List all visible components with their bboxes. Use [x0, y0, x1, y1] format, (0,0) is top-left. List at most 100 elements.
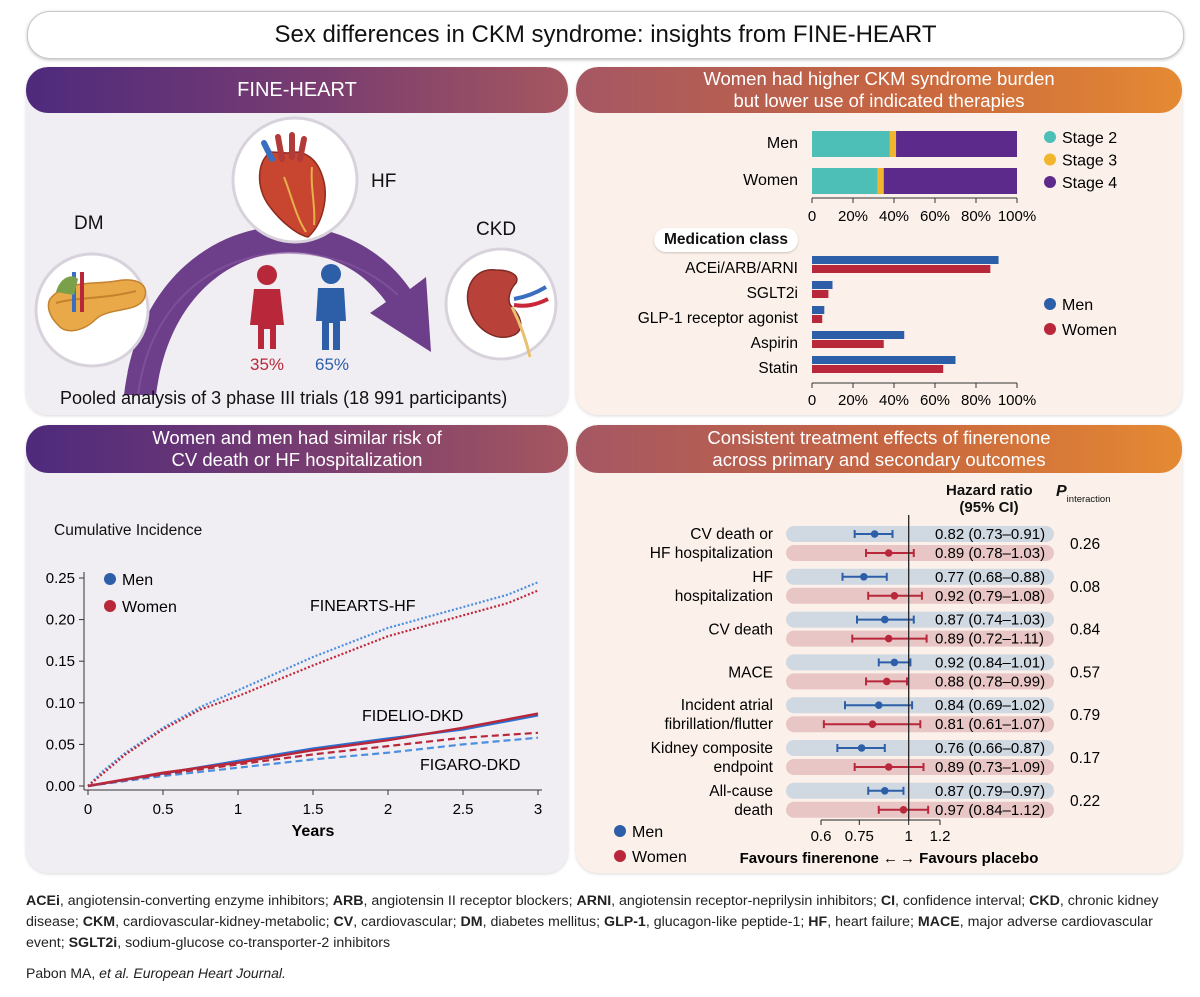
- forest-men-band: [786, 568, 1054, 585]
- forest-hr-text: 0.87 (0.74–1.03): [935, 612, 1045, 629]
- km-legend-marker: [104, 600, 116, 612]
- stage-chart: Men Women 0 20% 40% 60% 80% 100% Stage 2 Stage 3 S…: [638, 130, 1118, 409]
- med-bar: [812, 281, 833, 289]
- med-bar: [812, 340, 884, 348]
- forest-outcome-label: Incident atrial: [681, 697, 773, 714]
- forest-hr-text: 0.92 (0.79–1.08): [935, 588, 1045, 605]
- stage-bar-segment: [877, 168, 884, 194]
- dm-label: DM: [74, 213, 104, 234]
- man-icon: [316, 264, 346, 350]
- forest-x-tick-label: 0.75: [845, 828, 874, 845]
- footnote-abbr: ACEi: [26, 893, 60, 909]
- footnote-definition: , angiotensin receptor-neprilysin inhibi…: [611, 893, 881, 909]
- p-interaction-header: Pinteraction: [1056, 483, 1111, 505]
- med-x-tick-label: 40%: [879, 392, 909, 409]
- forest-legend-marker: [614, 825, 626, 837]
- panel-forest-header-line1: Consistent treatment effects of finereno…: [707, 427, 1051, 448]
- forest-legend-label: Women: [632, 849, 687, 866]
- forest-point: [890, 658, 899, 667]
- forest-hr-text: 0.89 (0.78–1.03): [935, 545, 1045, 562]
- footnote-abbr: CKD: [1029, 893, 1060, 909]
- citation-journal: et al. European Heart Journal.: [99, 965, 286, 981]
- stage-bar-segment: [812, 131, 890, 157]
- med-legend-label: Women: [1062, 322, 1117, 339]
- forest-hr-text: 0.97 (0.84–1.12): [935, 802, 1045, 819]
- forest-outcome-label: All-cause: [709, 783, 773, 800]
- med-category-label: SGLT2i: [747, 285, 798, 302]
- forest-legend-label: Men: [632, 824, 663, 841]
- hf-label: HF: [371, 171, 397, 192]
- km-x-tick-label: 1.5: [303, 801, 324, 818]
- footnote-abbr: GLP-1: [604, 914, 646, 930]
- pooled-caption: Pooled analysis of 3 phase III trials (1…: [60, 388, 508, 408]
- km-x-label: Years: [292, 823, 335, 840]
- med-category-label: Aspirin: [751, 335, 798, 352]
- km-y-tick-label: 0.05: [46, 736, 75, 753]
- forest-point: [857, 744, 866, 752]
- forest-men-band: [786, 782, 1054, 799]
- km-x-tick-label: 3: [534, 801, 542, 818]
- km-y-tick-label: 0.10: [46, 695, 75, 712]
- forest-hr-text: 0.82 (0.73–0.91): [935, 526, 1045, 543]
- panel-burden-header: Women had higher CKM syndrome burden but…: [576, 67, 1182, 113]
- km-series-line: [87, 589, 539, 787]
- stage-x-tick-label: 20%: [838, 208, 868, 225]
- panel-km: Women and men had similar risk of CV dea…: [26, 425, 568, 873]
- pancreas-icon: [34, 252, 150, 368]
- forest-p-value: 0.17: [1070, 750, 1100, 767]
- med-category-label: GLP-1 receptor agonist: [638, 310, 799, 327]
- forest-outcome-label: HF: [752, 569, 773, 586]
- forest-hr-text: 0.84 (0.69–1.02): [935, 697, 1045, 714]
- panel-forest-header: Consistent treatment effects of finereno…: [576, 425, 1182, 473]
- footnote-abbr: HF: [808, 914, 828, 930]
- forest-x-tick-label: 1.2: [930, 828, 951, 845]
- hr-column-header-line2: (95% CI): [959, 499, 1019, 516]
- forest-legend-marker: [614, 850, 626, 862]
- med-bar: [812, 331, 905, 339]
- forest-p-value: 0.57: [1070, 664, 1100, 681]
- forest-men-band: [786, 526, 1054, 542]
- kidney-icon: [444, 247, 558, 361]
- forest-hr-text: 0.87 (0.79–0.97): [935, 783, 1045, 800]
- fine-heart-diagram: [34, 116, 558, 396]
- stage-legend-marker: [1044, 131, 1056, 143]
- med-category-label: Statin: [758, 360, 798, 377]
- stage-legend-marker: [1044, 176, 1056, 188]
- km-x-tick-label: 0: [84, 801, 92, 818]
- forest-x-tick-label: 1: [905, 828, 913, 845]
- panel-forest-header-line2: across primary and secondary outcomes: [712, 449, 1046, 470]
- stage-bar-segment: [883, 168, 1017, 194]
- panel-fine-heart-header: FINE-HEART: [26, 67, 568, 113]
- footnote-definition: , angiotensin II receptor blockers;: [363, 893, 577, 909]
- citation: Pabon MA, et al. European Heart Journal.: [26, 965, 286, 981]
- stage-legend-label: Stage 4: [1062, 175, 1117, 192]
- medication-class-title: Medication class: [654, 228, 799, 252]
- forest-outcome-label: CV death: [708, 622, 773, 639]
- med-bar: [812, 290, 829, 298]
- km-y-tick-label: 0.15: [46, 653, 75, 670]
- panel-km-header-line1: Women and men had similar risk of: [152, 427, 442, 448]
- women-percent: 35%: [250, 355, 285, 374]
- forest-hr-text: 0.89 (0.73–1.09): [935, 759, 1045, 776]
- p-interaction-letter: P: [1056, 483, 1067, 500]
- km-series-line: [87, 736, 539, 788]
- ckd-label: CKD: [476, 219, 517, 240]
- forest-p-value: 0.79: [1070, 707, 1100, 724]
- forest-x-tick-label: 0.6: [811, 828, 832, 845]
- stage-x-tick-label: 0: [808, 208, 816, 225]
- stage-x-tick-label: 100%: [998, 208, 1036, 225]
- forest-plot: CV death or HF hospitalization 0.82 (0.73–…: [614, 515, 1101, 867]
- stage-category-label: Women: [743, 172, 798, 189]
- med-bar: [812, 306, 825, 314]
- km-legend-label: Women: [122, 599, 177, 616]
- forest-hr-text: 0.88 (0.78–0.99): [935, 673, 1045, 690]
- footnote-definition: , glucagon-like peptide-1;: [645, 914, 809, 930]
- forest-point: [874, 701, 883, 709]
- forest-point: [884, 763, 893, 771]
- footnote-definition: , chronic kidney disease;: [26, 893, 1159, 930]
- med-legend-marker: [1044, 323, 1056, 335]
- forest-men-band: [786, 740, 1054, 756]
- footnote-abbr: DM: [460, 914, 483, 930]
- stage-bar-segment: [812, 168, 878, 194]
- forest-hr-text: 0.77 (0.68–0.88): [935, 569, 1045, 586]
